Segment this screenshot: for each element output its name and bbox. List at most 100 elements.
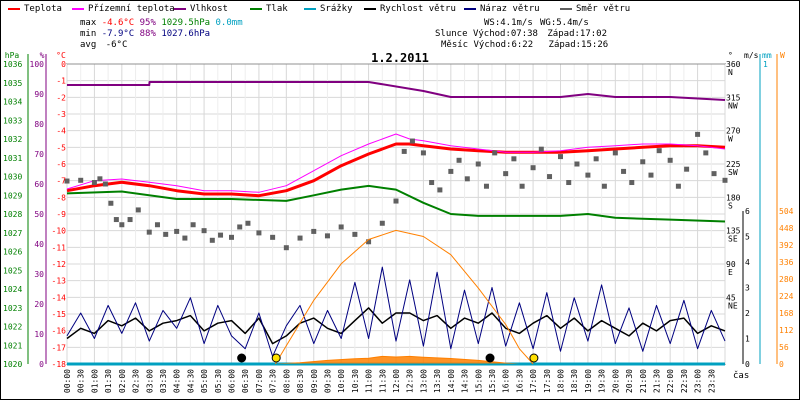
wind-direction-point [352, 231, 358, 237]
x-tick-label: 22:00 [666, 369, 675, 393]
wind-direction-point [154, 222, 160, 228]
x-tick-label: 05:30 [214, 369, 223, 393]
hpa-tick-label: 1027 [3, 229, 22, 238]
legend-rychlost-vetru: Rychlost větru [364, 4, 456, 14]
legend-tlak: Tlak [250, 4, 288, 14]
stats-wg: WG:5.4m/s [540, 18, 589, 28]
dir-tick-dir: NW [728, 101, 738, 110]
x-tick-label: 03:30 [159, 369, 168, 393]
chart-axes: hPa% °C1036103510341033103210311030102910… [3, 51, 794, 393]
wind-direction-point [511, 156, 517, 162]
hpa-tick-label: 1030 [3, 173, 22, 182]
x-tick-label: 09:00 [310, 369, 319, 393]
wind-direction-point [324, 233, 330, 239]
marker-sun-set [529, 353, 539, 363]
wind-direction-point [612, 150, 618, 156]
x-tick-label: 09:30 [323, 369, 332, 393]
wind-direction-point [245, 220, 251, 226]
x-tick-label: 19:30 [598, 369, 607, 393]
stats-min-press: 1027.6hPa [161, 29, 211, 39]
wind-direction-point [475, 161, 481, 167]
temp-tick-label: 0 [61, 60, 66, 69]
hpa-tick-label: 1026 [3, 248, 22, 257]
stats-max-rain: 0.0mm [215, 18, 243, 28]
wind-direction-point [629, 180, 635, 186]
series-line-n-raz-v-tru [66, 266, 726, 357]
dir-tick-dir: E [728, 268, 733, 277]
dir-axis-label: ° [728, 51, 733, 60]
x-axis-label: čas [733, 370, 749, 381]
dir-tick-label: 90 [726, 260, 736, 269]
wind-direction-point [684, 166, 690, 172]
wind-direction-point [492, 150, 498, 156]
ms-tick-label: 1 [745, 335, 750, 344]
pct-tick-label: 50 [34, 210, 44, 219]
temp-tick-label: -12 [52, 260, 67, 269]
pct-tick-label: 10 [34, 330, 44, 339]
x-tick-label: 10:00 [337, 369, 346, 393]
hpa-tick-label: 1036 [3, 60, 22, 69]
series-area-solar [275, 355, 520, 365]
stats-max-temp: -4.6°C [101, 18, 135, 28]
dir-tick-dir: SE [728, 235, 738, 244]
ms-tick-label: 0 [745, 360, 750, 369]
wind-direction-point [163, 231, 169, 237]
pct-tick-label: 30 [34, 270, 44, 279]
wind-direction-point [91, 180, 97, 186]
wind-direction-point [218, 232, 224, 238]
marker-sun-rise [271, 353, 281, 363]
x-tick-label: 17:30 [543, 369, 552, 393]
temp-tick-label: -13 [52, 277, 67, 286]
wind-direction-point [503, 171, 509, 177]
hpa-tick-label: 1028 [3, 210, 22, 219]
wind-direction-point [656, 148, 662, 154]
wind-direction-point [119, 222, 125, 228]
x-tick-label: 18:00 [557, 369, 566, 393]
stats-max-hum: 95% [139, 18, 156, 28]
wind-direction-point [146, 229, 152, 235]
w-axis-label: W [780, 51, 785, 60]
w-tick-label: 0 [779, 360, 784, 369]
wind-direction-point [574, 161, 580, 167]
hpa-tick-label: 1022 [3, 323, 22, 332]
legend-vlhkost: Vlhkost [174, 4, 228, 14]
x-tick-label: 11:00 [365, 369, 374, 393]
x-tick-label: 01:00 [90, 369, 99, 393]
x-tick-label: 04:30 [186, 369, 195, 393]
temp-tick-label: -8 [56, 193, 66, 202]
pct-tick-label: 70 [34, 150, 44, 159]
wind-direction-point [113, 217, 119, 223]
temp-tick-label: -17 [52, 343, 67, 352]
x-tick-label: 13:00 [419, 369, 428, 393]
stats-ws: WS:4.1m/s [484, 18, 533, 28]
wind-direction-point [338, 224, 344, 230]
stats-avg-temp: -6°C [105, 40, 128, 50]
dir-tick-label: 135 [726, 227, 741, 236]
x-tick-label: 16:30 [515, 369, 524, 393]
stats-avg-row: avg -6°C [80, 40, 128, 50]
ms-tick-label: 6 [745, 207, 750, 216]
wind-direction-point [593, 156, 599, 162]
wind-direction-point [366, 239, 372, 245]
temp-tick-label: -3 [56, 110, 66, 119]
temp-tick-label: -16 [52, 327, 67, 336]
x-tick-label: 11:30 [378, 369, 387, 393]
wind-direction-point [722, 177, 728, 183]
wind-direction-point [182, 235, 188, 241]
stats-max-press: 1029.5hPa [161, 18, 211, 28]
wind-direction-point [464, 176, 470, 182]
hpa-tick-label: 1033 [3, 116, 22, 125]
x-tick-label: 02:30 [132, 369, 141, 393]
x-tick-label: 19:00 [584, 369, 593, 393]
wind-direction-point [409, 138, 415, 144]
legend-srazky: Srážky [304, 4, 353, 14]
stats-min-row: min -7.9°C 88% 1027.6hPa [80, 29, 211, 39]
wind-direction-point [297, 235, 303, 241]
dir-tick-label: 225 [726, 160, 741, 169]
x-tick-label: 12:30 [406, 369, 415, 393]
x-tick-label: 04:00 [173, 369, 182, 393]
temp-tick-label: -2 [56, 93, 66, 102]
legend-naraz-vetru: Náraz větru [464, 4, 540, 14]
x-tick-label: 06:00 [228, 369, 237, 393]
